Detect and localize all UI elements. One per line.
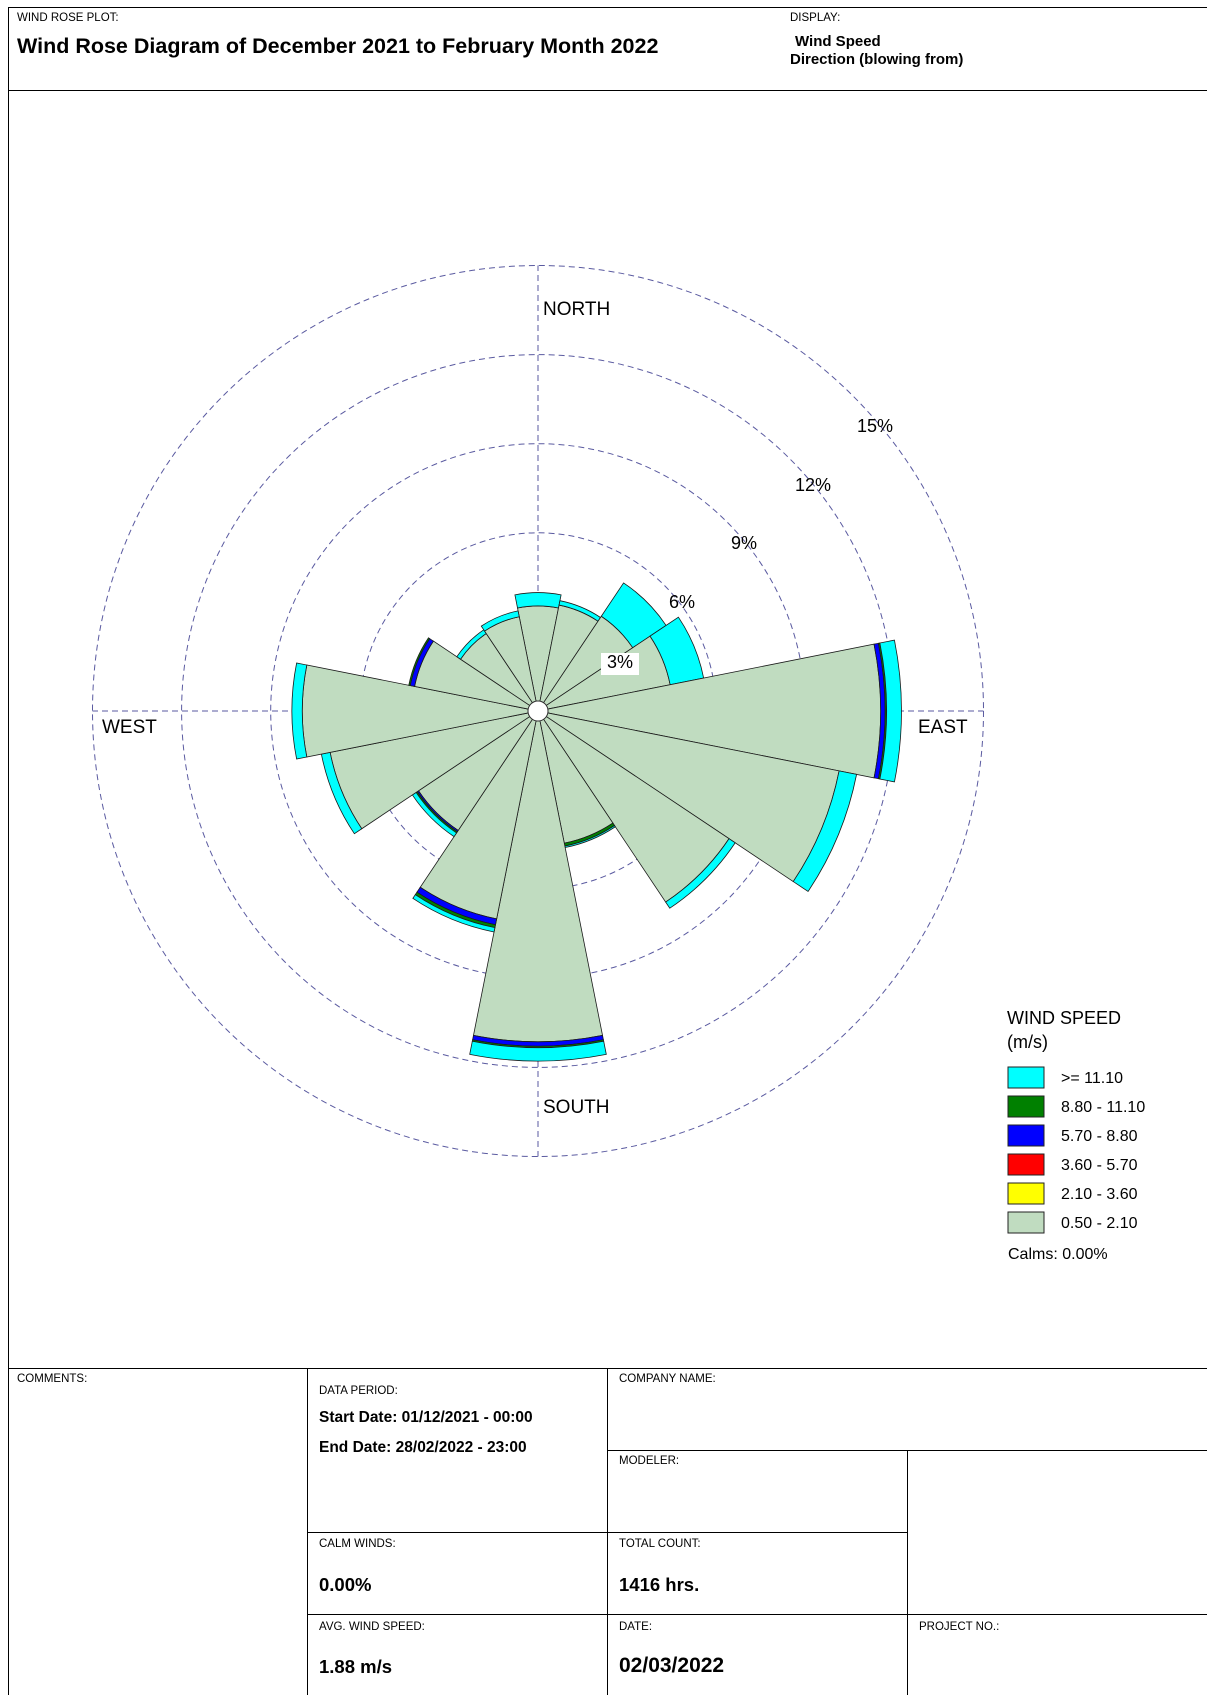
center-hub [527, 700, 549, 722]
legend-label-4: 3.60 - 5.70 [1061, 1157, 1138, 1174]
petal-s-cyan [469, 1040, 607, 1062]
legend-label-6: 0.50 - 2.10 [1061, 1215, 1138, 1232]
calm-value: 0.00% [319, 1574, 372, 1595]
company-label: COMPANY NAME: [619, 1373, 716, 1385]
petal-layer [291, 582, 902, 1062]
ring-label-1: 3% [607, 652, 633, 672]
total-value: 1416 hrs. [619, 1574, 700, 1595]
display-line1: Wind Speed [795, 33, 881, 50]
calms-label: Calms: 0.00% [1008, 1246, 1108, 1263]
footer-hline-company [607, 1450, 1207, 1451]
ring-label-4: 12% [795, 475, 831, 495]
footer-vline-2 [607, 1368, 608, 1695]
legend-layer: WIND SPEED (m/s) >= 11.10 8.80 - 11.10 5.70 … [1007, 1008, 1145, 1263]
end-date: End Date: 28/02/2022 - 23:00 [319, 1439, 527, 1456]
legend-swatch-2 [1007, 1095, 1045, 1118]
avg-value: 1.88 m/s [319, 1656, 393, 1677]
start-date: Start Date: 01/12/2021 - 00:00 [319, 1409, 533, 1426]
comments-label: COMMENTS: [17, 1373, 88, 1385]
legend-label-1: >= 11.10 [1061, 1070, 1123, 1087]
header-divider [8, 90, 1207, 91]
date-label: DATE: [619, 1621, 653, 1633]
legend-unit: (m/s) [1007, 1032, 1048, 1052]
page-title: Wind Rose Diagram of December 2021 to Fe… [17, 34, 659, 58]
direction-label-west: WEST [102, 717, 157, 738]
legend-swatch-6 [1007, 1211, 1045, 1234]
direction-label-south: SOUTH [543, 1097, 610, 1118]
petal-w-cyan [291, 662, 308, 760]
footer-hline-mid [307, 1532, 907, 1533]
plot-label: WIND ROSE PLOT: [17, 12, 119, 24]
legend-label-3: 5.70 - 8.80 [1061, 1128, 1138, 1145]
data-period-label: DATA PERIOD: [319, 1385, 398, 1397]
legend-label-5: 2.10 - 3.60 [1061, 1186, 1138, 1203]
ring-label-2: 6% [669, 592, 695, 612]
total-label: TOTAL COUNT: [619, 1538, 701, 1550]
footer-vline-1 [307, 1368, 308, 1695]
date-value: 02/03/2022 [619, 1654, 725, 1677]
petal-e-cyan [879, 639, 902, 783]
display-line2: Direction (blowing from) [790, 51, 964, 68]
calm-label: CALM WINDS: [319, 1538, 396, 1550]
petal-n-cyan [514, 592, 562, 609]
petal-nnw-cyan [480, 610, 520, 632]
modeler-label: MODELER: [619, 1455, 680, 1467]
ring-label-3: 9% [731, 533, 757, 553]
project-label: PROJECT NO.: [919, 1621, 1000, 1633]
display-label: DISPLAY: [790, 12, 841, 24]
petal-se-cyan [665, 838, 736, 909]
ring-label-bg [601, 653, 639, 675]
report-frame [8, 7, 1207, 1695]
legend-label-2: 8.80 - 11.10 [1061, 1099, 1145, 1116]
petal-wnw-green [408, 637, 431, 687]
legend-swatch-1 [1007, 1066, 1045, 1089]
ring-label-5: 15% [857, 416, 893, 436]
petal-ssw-cyan [412, 894, 496, 933]
petal-ese-cyan [792, 770, 858, 893]
legend-swatch-4 [1007, 1153, 1045, 1176]
direction-label-east: EAST [918, 717, 968, 738]
footer-hline-low [307, 1614, 1207, 1615]
direction-label-north: NORTH [543, 299, 610, 320]
footer-vline-3 [907, 1450, 908, 1695]
label-layer: 3% 6% 9% 12% 15% NORTH EAST SOUTH WEST [102, 299, 968, 1118]
legend-swatch-3 [1007, 1124, 1045, 1147]
legend-swatch-5 [1007, 1182, 1045, 1205]
legend-title: WIND SPEED [1007, 1008, 1121, 1028]
avg-label: AVG. WIND SPEED: [319, 1621, 425, 1633]
